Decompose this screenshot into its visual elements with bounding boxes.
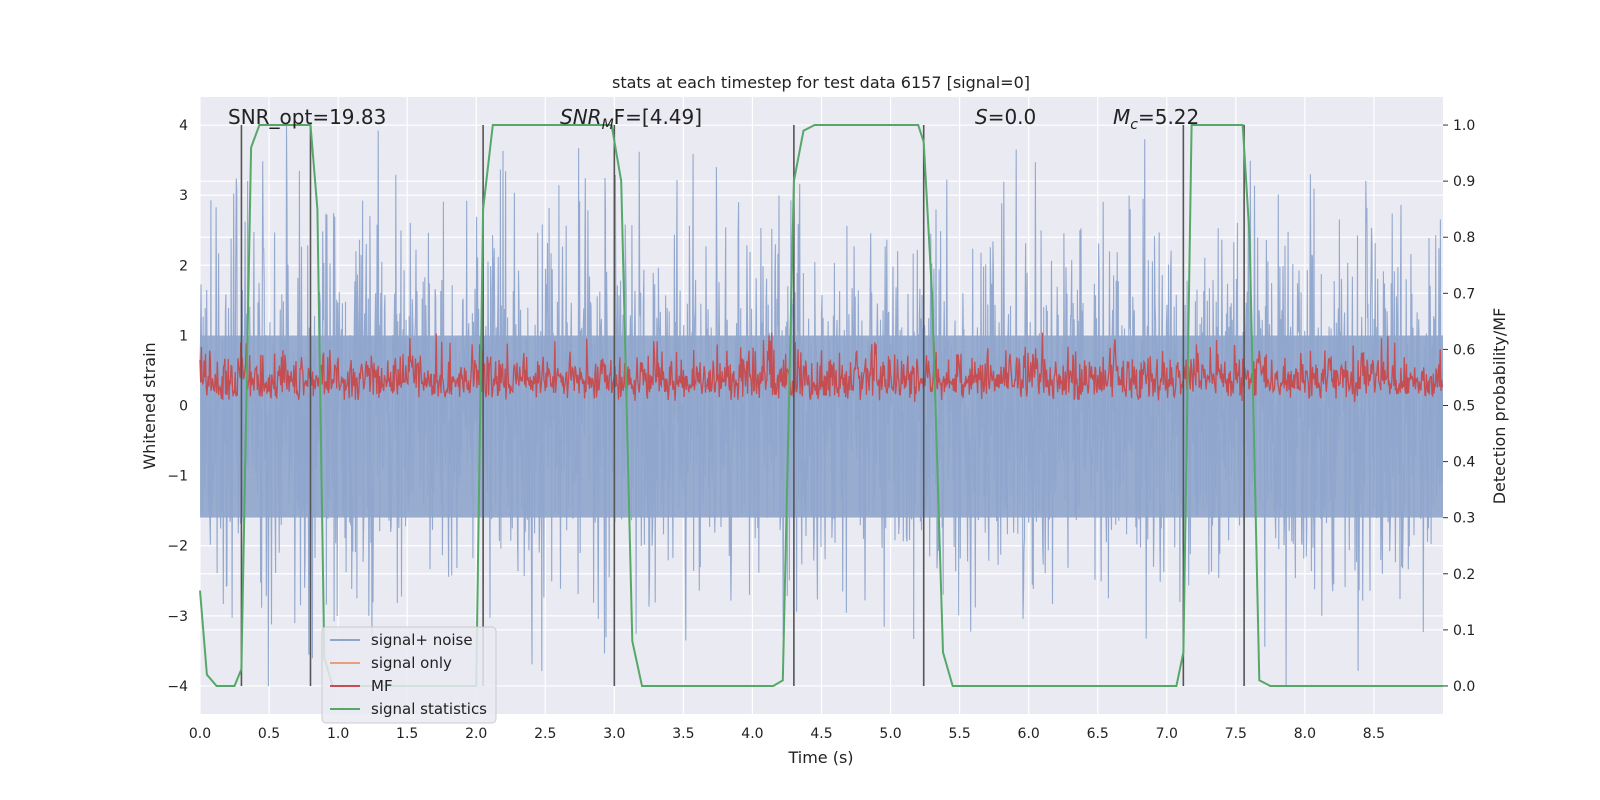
legend: signal+ noise signal only MF signal stat… [321, 626, 497, 724]
x-tick-label: 4.5 [810, 726, 832, 742]
y-tick-label-right: 0.0 [1453, 679, 1475, 695]
y-tick-label-left: −3 [167, 609, 188, 625]
annotation-mc: Mc=5.22 [1113, 105, 1199, 133]
legend-label-stats: signal statistics [371, 700, 487, 718]
annotation-snr-opt: SNR_opt=19.83 [228, 105, 386, 129]
x-tick-label: 0.0 [189, 726, 211, 742]
y-ticks-right: 0.0 0.1 0.2 0.3 0.4 0.5 0.6 0.7 0.8 0.9 1.0 [1443, 118, 1475, 695]
x-tick-label: 7.0 [1156, 726, 1178, 742]
x-tick-label: 6.5 [1087, 726, 1109, 742]
snr-mf-value: F=[4.49] [614, 105, 702, 129]
mf-line [199, 332, 1443, 403]
y-tick-label-right: 0.5 [1453, 399, 1475, 415]
x-tick-label: 1.0 [327, 726, 349, 742]
signal-statistics-series [199, 124, 1443, 687]
legend-label-signal: signal only [371, 654, 452, 672]
y-tick-label-right: 0.3 [1453, 511, 1475, 527]
x-tick-label: 1.5 [396, 726, 418, 742]
snr-mf-symbol: SNR [560, 105, 602, 129]
annotation-snr-mf: SNRMF=[4.49] [560, 105, 702, 133]
x-tick-label: 6.0 [1018, 726, 1040, 742]
y-axis-label-right: Detection probability/MF [1490, 308, 1509, 505]
mc-symbol: M [1113, 105, 1130, 129]
x-axis-label: Time (s) [787, 748, 853, 767]
x-tick-label: 3.5 [672, 726, 694, 742]
x-tick-label: 5.0 [879, 726, 901, 742]
x-tick-label: 8.0 [1294, 726, 1316, 742]
signal-statistics-line [199, 124, 1443, 687]
x-tick-label: 3.0 [603, 726, 625, 742]
y-tick-label-left: 3 [179, 188, 188, 204]
y-tick-label-right: 0.2 [1453, 567, 1475, 583]
s-value: =0.0 [988, 105, 1037, 129]
y-tick-label-right: 0.7 [1453, 286, 1475, 302]
y-tick-label-left: 0 [179, 399, 188, 415]
y-tick-label-left: −4 [167, 679, 188, 695]
y-tick-label-right: 0.4 [1453, 455, 1475, 471]
x-tick-label: 5.5 [948, 726, 970, 742]
y-ticks-left: −4 −3 −2 −1 0 1 2 3 4 [167, 118, 188, 695]
legend-label-mf: MF [371, 677, 393, 695]
y-tick-label-right: 0.1 [1453, 623, 1475, 639]
y-tick-label-right: 1.0 [1453, 118, 1475, 134]
vertical-lines [240, 125, 1245, 686]
legend-label-noise: signal+ noise [371, 631, 473, 649]
legend-box [321, 626, 497, 724]
mf-series [199, 332, 1443, 403]
x-tick-label: 2.5 [534, 726, 556, 742]
y-axis-label-left: Whitened strain [140, 342, 159, 469]
y-tick-label-left: −1 [167, 469, 188, 485]
y-tick-label-left: 2 [179, 258, 188, 274]
mc-value: =5.22 [1138, 105, 1199, 129]
y-tick-label-left: −2 [167, 539, 188, 555]
y-tick-label-right: 0.8 [1453, 230, 1475, 246]
x-tick-label: 0.5 [258, 726, 280, 742]
x-ticks: 0.0 0.5 1.0 1.5 2.0 2.5 3.0 3.5 4.0 4.5 5.0 5.5 6.0 6… [189, 726, 1385, 742]
s-symbol: S [975, 105, 988, 129]
mc-subscript: c [1130, 117, 1138, 133]
y-tick-label-left: 4 [179, 118, 188, 134]
annotation-s: S=0.0 [975, 105, 1036, 129]
x-tick-label: 8.5 [1363, 726, 1385, 742]
y-tick-label-left: 1 [179, 328, 188, 344]
snr-mf-subscript: M [602, 117, 614, 133]
x-tick-label: 7.5 [1225, 726, 1247, 742]
y-tick-label-right: 0.6 [1453, 342, 1475, 358]
x-tick-label: 4.0 [741, 726, 763, 742]
chart-title: stats at each timestep for test data 615… [612, 73, 1030, 92]
x-tick-label: 2.0 [465, 726, 487, 742]
y-tick-label-right: 0.9 [1453, 174, 1475, 190]
